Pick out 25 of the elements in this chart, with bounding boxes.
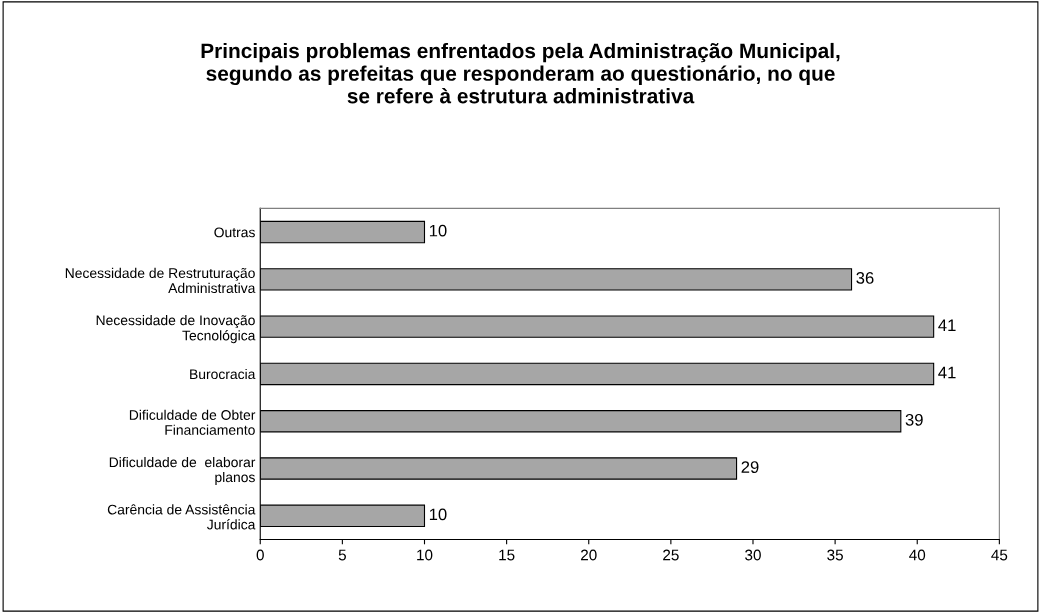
x-tick-label: 30 [745,549,761,561]
x-tick-label: 45 [991,549,1008,561]
y-tick-label: Dificuldade de elaborar planos [109,457,256,485]
chart-title: Principais problemas enfrentados pela Administração Municipal, segundo as prefeitas que responderam ao questionário, no que se refere à estrutura administrativa [201,42,840,104]
x-tick-label: 5 [338,549,346,561]
x-tick-label: 35 [827,549,843,561]
data-label: 41 [938,319,956,331]
x-tick-label: 25 [663,549,679,561]
y-tick-label: Burocracia [190,368,256,380]
data-label: 39 [905,413,923,426]
y-tick-label: Dificuldade de Obter Financiamento [129,409,256,435]
data-label: 10 [429,508,447,521]
x-tick-label: 0 [256,549,264,561]
y-tick-label: Outras [214,227,255,238]
data-label: 29 [741,461,759,473]
y-tick-label: Necessidade de Restruturação Administrativa [65,267,256,294]
data-label: 36 [856,272,874,284]
x-tick-label: 10 [417,549,433,561]
data-label: 10 [429,224,447,237]
y-tick-label: Carência de Assistência Jurídica [107,504,256,530]
x-tick-label: 20 [581,549,597,561]
x-tick-label: 40 [909,549,926,561]
y-tick-label: Necessidade de Inovação Tecnológica [96,315,256,344]
data-label: 41 [938,366,956,379]
x-tick-label: 15 [499,549,515,561]
